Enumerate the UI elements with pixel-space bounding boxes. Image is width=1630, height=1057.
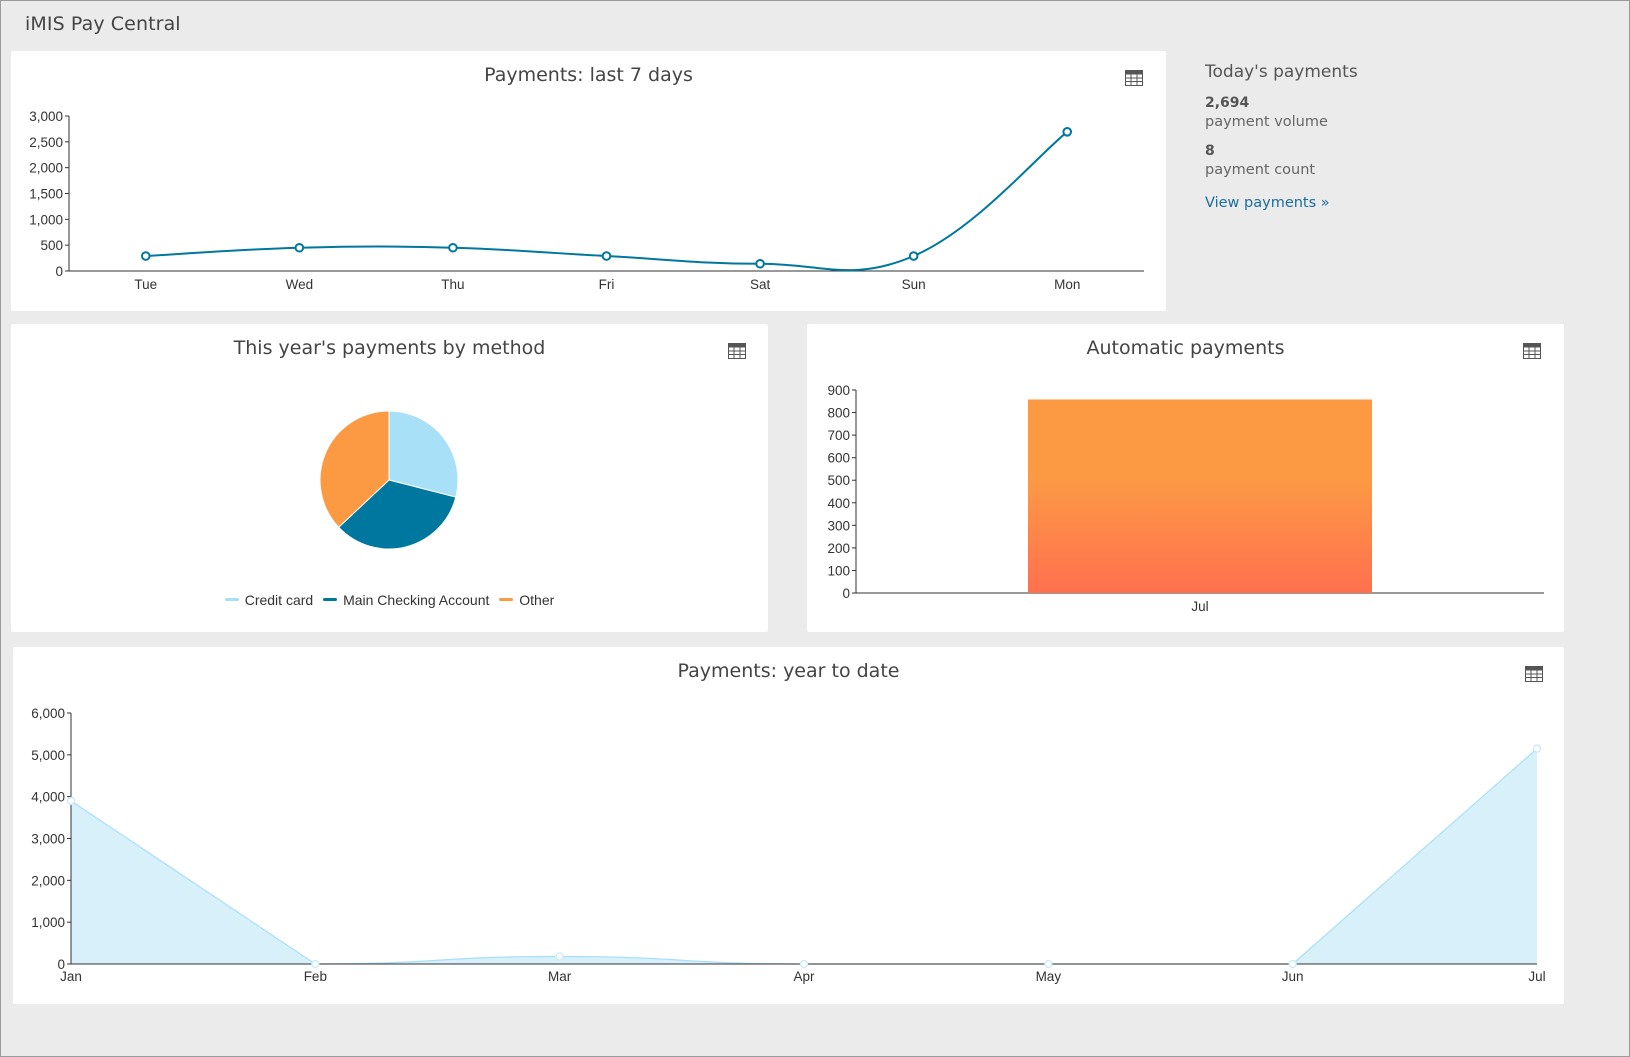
data-point[interactable] [601, 251, 612, 261]
y-tick-label: 2,000 [29, 161, 63, 176]
last7-card: Payments: last 7 days 0 500 1,000 1,500 2,00… [11, 51, 1166, 311]
y-tick-label: 1,500 [29, 187, 63, 202]
y-tick-label: 4,000 [31, 790, 65, 805]
x-tick-label: Mon [1054, 277, 1080, 292]
bar-jul[interactable] [1028, 399, 1372, 593]
by-method-pie-chart [319, 410, 459, 550]
y-tick-label: 100 [827, 563, 850, 578]
y-tick-label: 500 [827, 473, 850, 488]
automatic-card: Automatic payments 0 100 200 300 400 500 600 70… [807, 324, 1564, 632]
legend-item-main-checking[interactable]: Main Checking Account [323, 592, 489, 608]
x-tick-label: Tue [134, 277, 157, 292]
data-point[interactable] [294, 242, 305, 253]
y-tick-label: 700 [827, 428, 850, 443]
view-payments-link[interactable]: View payments » [1205, 195, 1330, 211]
x-tick-label: Jan [60, 969, 82, 984]
table-icon[interactable] [1523, 343, 1541, 359]
data-point[interactable] [1288, 959, 1297, 969]
table-icon[interactable] [1525, 666, 1543, 682]
y-tick-label: 300 [827, 518, 850, 533]
y-tick-label: 1,000 [31, 915, 65, 930]
automatic-bar-chart: 0 100 200 300 400 500 600 700 800 900 Jul [827, 383, 1544, 614]
data-point[interactable] [555, 952, 564, 961]
payment-volume-label: payment volume [1205, 114, 1328, 130]
ytd-title: Payments: year to date [677, 660, 900, 682]
data-point[interactable] [799, 959, 809, 969]
x-tick-label: Apr [793, 969, 815, 984]
data-point[interactable] [311, 959, 320, 969]
y-tick-label: 1,000 [29, 212, 63, 227]
y-tick-label: 2,000 [31, 873, 65, 888]
ytd-card: Payments: year to date 0 1,000 2,000 3,000 4… [13, 647, 1564, 1004]
y-tick-label: 600 [827, 451, 850, 466]
legend-swatch-credit-card [224, 598, 239, 601]
by-method-legend: Credit card Main Checking Account Other [11, 588, 768, 608]
x-tick-label: Thu [441, 277, 464, 292]
data-point[interactable] [1062, 127, 1073, 137]
data-point[interactable] [448, 242, 458, 253]
pie-slice-main-checking-account[interactable] [337, 479, 457, 550]
y-tick-label: 800 [827, 406, 850, 421]
last7-title: Payments: last 7 days [484, 64, 693, 86]
x-tick-label: Jul [1528, 969, 1545, 984]
table-icon[interactable] [728, 343, 746, 359]
y-tick-label: 0 [842, 586, 850, 601]
automatic-title: Automatic payments [1086, 337, 1285, 359]
data-point[interactable] [66, 796, 76, 805]
y-tick-label: 6,000 [31, 706, 65, 721]
y-tick-label: 3,000 [31, 832, 65, 847]
y-tick-label: 500 [40, 238, 63, 253]
legend-item-other[interactable]: Other [499, 592, 554, 608]
y-tick-label: 2,500 [29, 135, 63, 150]
y-tick-label: 5,000 [31, 748, 65, 763]
data-point[interactable] [1532, 744, 1542, 753]
y-tick-label: 400 [827, 496, 850, 511]
pie-slice-credit-card[interactable] [388, 410, 459, 498]
payment-count-label: payment count [1205, 162, 1316, 178]
legend-swatch-main-checking [323, 598, 338, 601]
pie-slice-other[interactable] [319, 410, 390, 528]
legend-label: Main Checking Account [343, 591, 490, 608]
by-method-title: This year's payments by method [233, 337, 546, 359]
app-title: iMIS Pay Central [25, 13, 181, 35]
x-tick-label: Jul [1191, 599, 1208, 614]
today-title: Today's payments [1205, 62, 1358, 82]
ytd-area-chart: 0 1,000 2,000 3,000 4,000 5,000 6,000 Jan Feb Mar… [31, 706, 1545, 984]
y-tick-label: 0 [55, 264, 63, 279]
data-point[interactable] [908, 251, 919, 261]
by-method-card: This year's payments by method Credit ca… [11, 324, 768, 632]
x-tick-label: Wed [286, 277, 314, 292]
table-icon[interactable] [1125, 70, 1143, 86]
payment-volume-value: 2,694 [1205, 95, 1250, 111]
legend-label: Credit card [244, 591, 314, 608]
series-area [71, 748, 1537, 964]
data-point[interactable] [140, 251, 151, 261]
y-tick-label: 0 [57, 957, 65, 972]
last7-chart: 0 500 1,000 1,500 2,000 2,500 3,000 Tue Wed Thu Fr… [29, 109, 1144, 292]
x-tick-label: Jun [1282, 969, 1304, 984]
y-tick-label: 3,000 [29, 109, 63, 124]
x-tick-label: Fri [599, 277, 615, 292]
series-line [70, 748, 1538, 965]
x-tick-label: Feb [304, 969, 327, 984]
y-tick-label: 900 [827, 383, 850, 398]
legend-swatch-other [499, 598, 514, 601]
y-tick-label: 200 [827, 541, 850, 556]
payment-count-value: 8 [1205, 143, 1215, 159]
x-tick-label: May [1036, 969, 1062, 984]
series-line [145, 131, 1068, 272]
data-point[interactable] [755, 258, 765, 269]
data-point[interactable] [1044, 959, 1053, 969]
x-tick-label: Mar [548, 969, 572, 984]
x-tick-label: Sun [902, 277, 926, 292]
today-summary: Today's payments 2,694 payment volume 8 … [1205, 61, 1585, 211]
legend-label: Other [519, 591, 555, 608]
x-tick-label: Sat [750, 277, 771, 292]
legend-item-credit-card[interactable]: Credit card [224, 591, 314, 608]
